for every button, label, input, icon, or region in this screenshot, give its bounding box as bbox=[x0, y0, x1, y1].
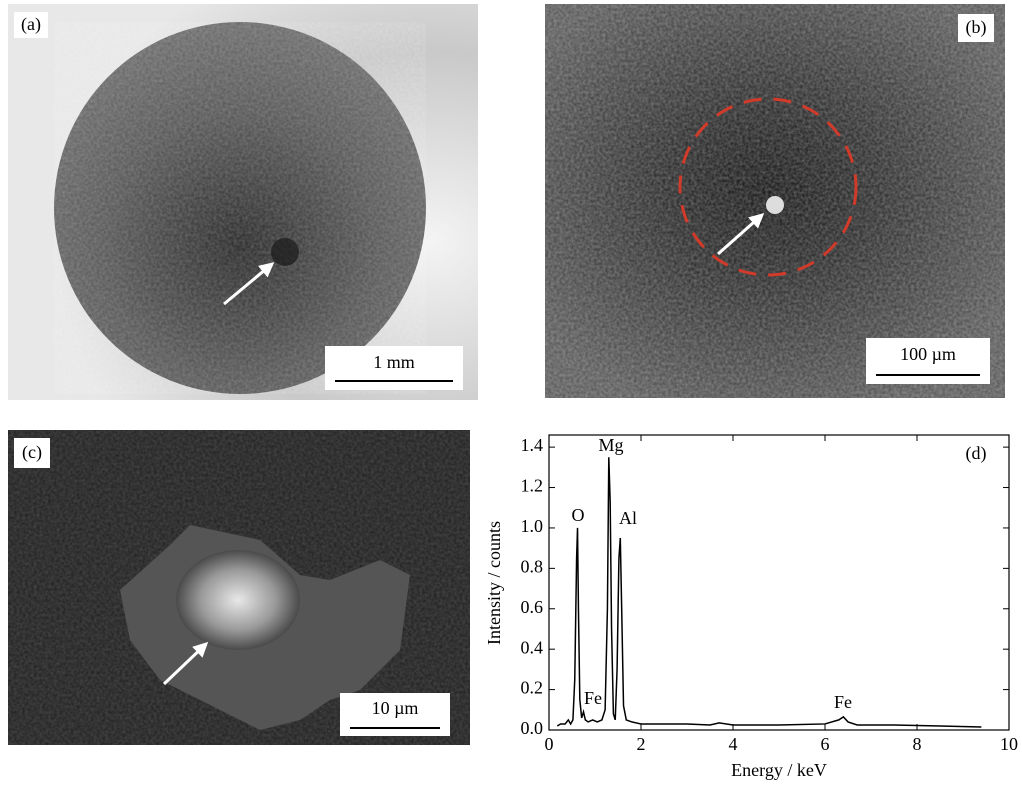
spectrum bbox=[557, 457, 981, 727]
y-tick-label: 0.0 bbox=[521, 718, 544, 738]
panel-c: (c) 10 µm bbox=[8, 430, 470, 745]
inclusion bbox=[176, 550, 300, 650]
x-axis-label: Energy / keV bbox=[731, 760, 827, 780]
y-tick-label: 1.4 bbox=[521, 435, 544, 455]
inclusion bbox=[766, 196, 784, 214]
panel-label: (d) bbox=[966, 443, 987, 464]
figure: (a) 1 mm (b) 100 µm (c) 10 µm (d) Energy… bbox=[0, 0, 1022, 787]
panel-a: (a) 1 mm bbox=[8, 4, 478, 400]
y-tick-label: 0.6 bbox=[521, 597, 544, 617]
origin bbox=[271, 238, 299, 266]
y-tick-label: 1.0 bbox=[521, 516, 544, 536]
y-tick-label: 0.4 bbox=[521, 637, 544, 657]
scale-label: 10 µm bbox=[372, 698, 419, 718]
panel-label: (c) bbox=[22, 442, 42, 463]
texture bbox=[54, 22, 426, 394]
x-tick-label: 2 bbox=[637, 734, 646, 754]
panel-label: (b) bbox=[966, 17, 987, 38]
x-tick-label: 6 bbox=[821, 734, 830, 754]
panel-b: (b) 100 µm bbox=[545, 4, 1005, 398]
scale-label: 100 µm bbox=[900, 344, 956, 364]
page: {"panels": [{"label": "(a)", "scale": "1… bbox=[0, 0, 1022, 787]
x-tick-label: 8 bbox=[913, 734, 922, 754]
x-tick-label: 4 bbox=[729, 734, 738, 754]
panel-label: (a) bbox=[21, 14, 41, 35]
peak-annotation: Fe bbox=[834, 692, 852, 712]
peak-annotation: Fe bbox=[584, 688, 602, 708]
scale-label: 1 mm bbox=[373, 352, 415, 372]
y-tick-label: 0.8 bbox=[521, 556, 544, 576]
panel-d: (d) Energy / keV Intensity / counts 0 2 4 6… bbox=[484, 435, 1018, 780]
x-tick-label: 0 bbox=[545, 734, 554, 754]
peak-annotation: Mg bbox=[598, 435, 623, 455]
x-tick-label: 10 bbox=[1000, 734, 1018, 754]
y-axis-label: Intensity / counts bbox=[484, 521, 504, 645]
y-tick-label: 1.2 bbox=[521, 476, 544, 496]
y-tick-label: 0.2 bbox=[521, 678, 544, 698]
peak-annotation: Al bbox=[619, 508, 637, 528]
peak-annotation: O bbox=[572, 505, 585, 525]
